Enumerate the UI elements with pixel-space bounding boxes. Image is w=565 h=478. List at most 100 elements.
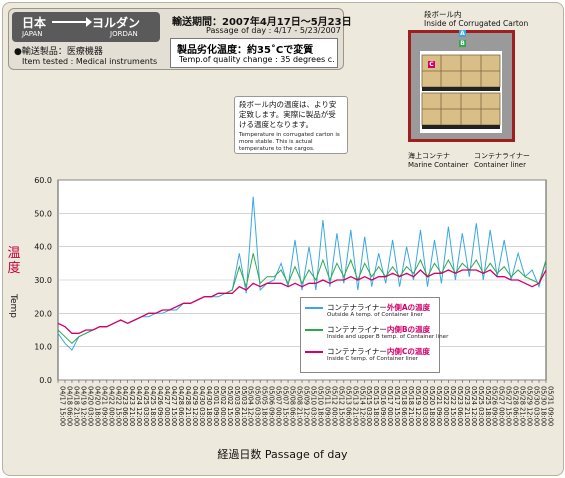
chart-legend: コンテナライナー外側Aの温度 Outside A temp. of Contai… xyxy=(300,297,448,373)
legend-c-jp: コンテナライナー内側Cの温度 xyxy=(327,347,430,356)
quality-change-box: 製品劣化温度：約35˚Cで変質 Temp.of quality change :… xyxy=(170,38,338,68)
x-tick-label: 05/12 15:00 xyxy=(337,386,345,426)
y-tick-label: 20.0 xyxy=(34,309,52,318)
marine-container-label: 海上コンテナ Marine Container xyxy=(408,152,468,170)
x-tick-label: 05/22 15:00 xyxy=(449,386,457,426)
passage-period-en: Passage of day : 4/17 - 5/23/2007 xyxy=(206,26,341,35)
marine-container-en: Marine Container xyxy=(408,161,469,169)
x-tick-label: 05/03 21:00 xyxy=(240,386,248,426)
legend-b-jp: コンテナライナー内側Bの温度 xyxy=(327,325,431,334)
x-tick-label: 05/07 15:00 xyxy=(282,386,290,426)
legend-a-en: Outside A temp. of Container liner xyxy=(327,312,423,318)
container-liner-en: Container liner xyxy=(474,161,526,169)
x-tick-label: 05/10 18:00 xyxy=(316,386,324,426)
x-tick-label: 05/21 09:00 xyxy=(435,386,443,426)
item-tested: ●輸送製品：医療機器 Item tested : Medical instrum… xyxy=(14,44,157,66)
route-badge: 日本 JAPAN ヨルダン JORDAN xyxy=(12,12,160,42)
passage-period: 輸送期間：2007年4月17日〜5月23日 xyxy=(172,17,352,28)
x-tick-label: 05/27 15:00 xyxy=(505,386,513,426)
destination-country: ヨルダン xyxy=(92,16,141,30)
x-tick-label: 05/05 03:00 xyxy=(254,386,262,426)
sensor-b-label: B xyxy=(459,40,466,47)
x-tick-label: 05/27 00:00 xyxy=(498,386,506,426)
x-tick-label: 05/18 06:00 xyxy=(400,386,408,426)
x-tick-label: 05/25 03:00 xyxy=(477,386,485,426)
quality-change-jp: 製品劣化温度：約35˚Cで変質 xyxy=(177,45,314,56)
carton-label: 段ボール内 Inside of Corrugated Carton xyxy=(424,10,528,28)
x-tick-label: 05/07 00:00 xyxy=(275,386,283,426)
sensor-c-label: C xyxy=(428,61,435,68)
y-axis-title-jp: 温度 xyxy=(7,246,21,276)
x-tick-label: 05/14 12:00 xyxy=(358,386,366,426)
y-tick-label: 40.0 xyxy=(34,243,52,252)
x-tick-label: 04/27 00:00 xyxy=(163,386,171,426)
origin-country-en: JAPAN xyxy=(22,30,43,38)
x-tick-label: 04/22 15:00 xyxy=(114,386,122,426)
x-tick-label: 05/04 12:00 xyxy=(247,386,255,426)
x-tick-label: 04/19 12:00 xyxy=(79,386,87,426)
x-tick-label: 04/25 18:00 xyxy=(149,386,157,426)
container-diagram: A B C xyxy=(408,30,515,142)
carton-label-jp: 段ボール内 xyxy=(424,10,462,19)
sensor-a-label: A xyxy=(459,30,466,37)
x-tick-label: 04/20 18:00 xyxy=(93,386,101,426)
x-tick-label: 05/13 06:00 xyxy=(344,386,352,426)
item-tested-en: Item tested : Medical instruments xyxy=(22,57,158,66)
x-tick-label: 05/16 09:00 xyxy=(379,386,387,426)
x-tick-label: 05/06 09:00 xyxy=(268,386,276,426)
x-tick-label: 05/02 15:00 xyxy=(226,386,234,426)
x-tick-label: 05/02 00:00 xyxy=(219,386,227,426)
x-tick-label: 05/03 06:00 xyxy=(233,386,241,426)
x-tick-label: 05/23 21:00 xyxy=(463,386,471,426)
x-tick-label: 05/20 18:00 xyxy=(428,386,436,426)
origin-country: 日本 xyxy=(22,16,47,30)
carton-label-en: Inside of Corrugated Carton xyxy=(424,19,529,28)
container-liner xyxy=(420,51,502,133)
x-tick-label: 04/24 12:00 xyxy=(135,386,143,426)
x-tick-label: 05/09 12:00 xyxy=(303,386,311,426)
x-tick-label: 05/29 12:00 xyxy=(526,386,534,426)
x-tick-label: 05/10 03:00 xyxy=(309,386,317,426)
x-tick-label: 04/17 15:00 xyxy=(59,386,67,426)
x-tick-label: 05/08 06:00 xyxy=(289,386,297,426)
x-tick-label: 04/26 09:00 xyxy=(156,386,164,426)
y-tick-label: 0.0 xyxy=(39,376,52,385)
x-tick-label: 05/12 00:00 xyxy=(330,386,338,426)
x-tick-label: 05/28 06:00 xyxy=(512,386,520,426)
y-tick-label: 10.0 xyxy=(34,343,52,352)
x-tick-label: 05/17 00:00 xyxy=(386,386,394,426)
x-tick-label: 05/31 09:00 xyxy=(547,386,555,426)
x-tick-label: 05/19 12:00 xyxy=(414,386,422,426)
x-tick-label: 04/23 21:00 xyxy=(128,386,136,426)
legend-swatch-b xyxy=(305,329,323,331)
legend-c-en: Inside C temp. of Container liner xyxy=(327,356,418,362)
x-tick-label: 05/24 12:00 xyxy=(470,386,478,426)
x-tick-label: 05/20 03:00 xyxy=(421,386,429,426)
legend-a-jp: コンテナライナー外側Aの温度 xyxy=(327,303,431,312)
x-tick-label: 04/30 18:00 xyxy=(205,386,213,426)
y-tick-label: 60.0 xyxy=(34,176,52,185)
x-tick-label: 05/01 09:00 xyxy=(212,386,220,426)
route-arrow-icon xyxy=(52,17,92,27)
x-tick-label: 05/28 21:00 xyxy=(519,386,527,426)
x-tick-label: 04/18 06:00 xyxy=(65,386,73,426)
x-tick-label: 04/18 21:00 xyxy=(72,386,80,426)
legend-b-en: Inside and upper B temp. of Container li… xyxy=(327,334,449,340)
x-tick-label: 05/15 18:00 xyxy=(372,386,380,426)
x-tick-label: 04/23 06:00 xyxy=(121,386,129,426)
x-tick-label: 04/27 15:00 xyxy=(170,386,178,426)
quality-change-en: Temp.of quality change : 35 degrees c. xyxy=(179,55,335,64)
x-axis-title: 経過日数 Passage of day xyxy=(217,448,348,461)
x-tick-label: 05/15 03:00 xyxy=(365,386,373,426)
cargo-boxes xyxy=(421,54,501,129)
carton-note: 段ボール内の温度は、より安定致します。実際に製品が受ける温度となります。 Tem… xyxy=(234,96,348,154)
x-tick-label: 05/30 18:00 xyxy=(540,386,548,426)
container-liner-label: コンテナライナー Container liner xyxy=(474,152,530,170)
x-tick-label: 05/13 21:00 xyxy=(351,386,359,426)
x-tick-label: 04/28 06:00 xyxy=(177,386,185,426)
x-tick-label: 04/25 03:00 xyxy=(142,386,150,426)
x-tick-label: 05/17 15:00 xyxy=(393,386,401,426)
x-tick-label: 04/21 09:00 xyxy=(100,386,108,426)
x-tick-label: 05/30 03:00 xyxy=(533,386,541,426)
